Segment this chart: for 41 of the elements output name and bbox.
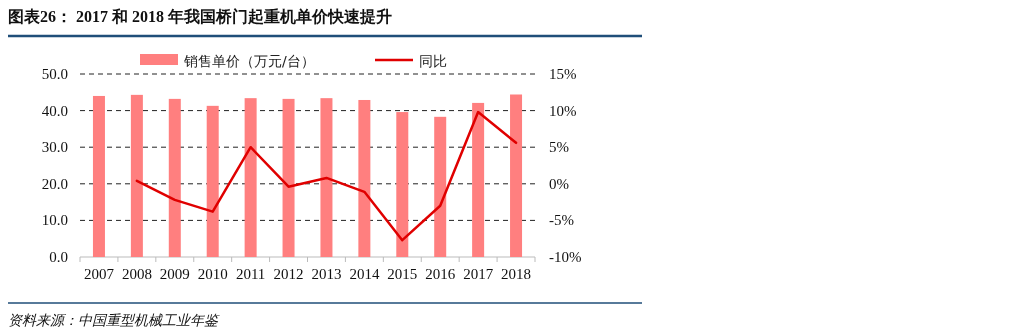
- y-tick-label: 40.0: [41, 102, 68, 119]
- y2-tick-label: -5%: [549, 212, 574, 229]
- y2-tick-label: 5%: [549, 139, 569, 156]
- bar: [244, 98, 257, 257]
- x-tick-label: 2007: [83, 266, 115, 282]
- legend-label: 销售单价（万元/台）: [183, 53, 315, 69]
- y-tick-label: 20.0: [41, 175, 68, 192]
- x-tick-label: 2009: [159, 266, 190, 282]
- bar: [396, 112, 409, 257]
- x-tick-label: 2018: [501, 266, 532, 282]
- bar: [92, 95, 105, 257]
- y-tick-label: 30.0: [41, 139, 68, 156]
- x-tick-label: 2017: [463, 266, 494, 282]
- bar: [168, 98, 181, 257]
- x-tick-label: 2016: [425, 266, 456, 282]
- bar: [510, 94, 523, 257]
- bar: [130, 94, 143, 257]
- y-tick-label: 0.0: [49, 249, 68, 265]
- bar: [206, 105, 219, 257]
- x-tick-label: 2011: [235, 266, 266, 282]
- chart-title: 图表26： 2017 和 2018 年我国桥门起重机单价快速提升: [8, 7, 392, 25]
- x-tick-label: 2008: [121, 266, 152, 282]
- y-tick-label: 50.0: [41, 66, 68, 82]
- bar: [282, 98, 295, 257]
- bar: [358, 99, 371, 257]
- y-tick-label: 10.0: [41, 212, 68, 229]
- x-tick-label: 2010: [197, 266, 228, 282]
- x-tick-label: 2014: [349, 266, 380, 282]
- y2-tick-label: 0%: [549, 175, 569, 192]
- bar: [472, 102, 485, 257]
- text: 资料来源：中国重型机械工业年鉴: [8, 313, 220, 328]
- legend-label: 同比: [419, 53, 447, 69]
- x-tick-label: 2013: [311, 266, 342, 282]
- y2-tick-label: 15%: [549, 66, 577, 82]
- bar: [434, 116, 447, 257]
- y2-tick-label: 10%: [549, 102, 577, 119]
- bar: [320, 98, 333, 257]
- x-tick-label: 2012: [273, 266, 304, 282]
- y2-tick-label: -10%: [549, 249, 582, 265]
- line-series: [135, 110, 518, 242]
- x-tick-label: 2015: [387, 266, 418, 282]
